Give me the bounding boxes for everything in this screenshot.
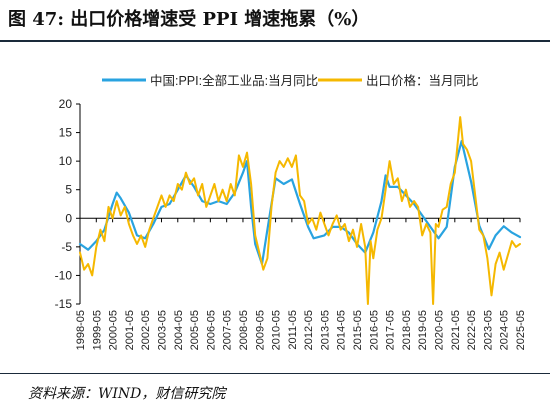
- x-tick-label: 2021-05: [450, 310, 462, 350]
- x-tick-label: 2010-05: [271, 310, 283, 350]
- x-tick-label: 2002-05: [140, 310, 152, 350]
- legend: 中国:PPI:全部工业品:当月同比 出口价格：当月同比: [102, 73, 479, 88]
- x-tick-label: 2016-05: [368, 310, 380, 350]
- figure-footer: 资料来源：WIND，财信研究院: [0, 373, 550, 410]
- x-tick-label: 2022-05: [466, 310, 478, 350]
- y-tick-label: 0: [65, 211, 72, 225]
- x-tick-label: 2000-05: [108, 310, 120, 350]
- chart-area: 中国:PPI:全部工业品:当月同比 出口价格：当月同比 -15 -10 -5 0 5 10…: [0, 42, 550, 372]
- x-tick-label: 2017-05: [385, 310, 397, 350]
- x-tick-label: 2003-05: [156, 310, 168, 350]
- x-tick-label: 2013-05: [319, 310, 331, 350]
- line-chart: 中国:PPI:全部工业品:当月同比 出口价格：当月同比 -15 -10 -5 0 5 10…: [55, 73, 527, 350]
- x-tick-label: 2007-05: [222, 310, 234, 350]
- x-tick-label: 2005-05: [189, 310, 201, 350]
- figure-title: 图 47: 出口价格增速受 PPI 增速拖累（%）: [8, 9, 370, 30]
- series-line-export-price: [79, 116, 521, 305]
- y-tick-label: 15: [59, 126, 73, 140]
- legend-label-ppi: 中国:PPI:全部工业品:当月同比: [150, 73, 318, 88]
- x-tick-label: 2015-05: [352, 310, 364, 350]
- x-tick-label: 2025-05: [515, 310, 527, 350]
- y-tick-label: -15: [55, 297, 73, 311]
- x-tick-label: 2006-05: [205, 310, 217, 350]
- x-tick-label: 2018-05: [401, 310, 413, 350]
- source-note: 资料来源：WIND，财信研究院: [28, 386, 226, 402]
- y-tick-label: -5: [61, 240, 72, 254]
- x-tick-label: 2014-05: [336, 310, 348, 350]
- axes: -15 -10 -5 0 5 10 15 20 1998-05 1999-05 2000-05 200…: [55, 97, 527, 350]
- y-tick-label: 20: [59, 97, 73, 111]
- x-tick-label: 2004-05: [173, 310, 185, 350]
- series-lines: [78, 116, 522, 305]
- x-tick-label: 2024-05: [499, 310, 511, 350]
- y-tick-label: -10: [55, 268, 73, 282]
- x-tick-label: 1998-05: [75, 310, 87, 350]
- figure-header: 图 47: 出口价格增速受 PPI 增速拖累（%）: [0, 0, 550, 42]
- x-tick-label: 2009-05: [254, 310, 266, 350]
- x-tick-label: 2011-05: [287, 310, 299, 350]
- y-tick-label: 10: [59, 154, 73, 168]
- y-tick-label: 5: [65, 183, 72, 197]
- legend-label-export-price: 出口价格：当月同比: [366, 73, 479, 88]
- x-tick-label: 1999-05: [91, 310, 103, 350]
- x-tick-label: 2008-05: [238, 310, 250, 350]
- x-tick-label: 2012-05: [303, 310, 315, 350]
- x-tick-label: 2020-05: [434, 310, 446, 350]
- x-tick-label: 2023-05: [482, 310, 494, 350]
- x-tick-label: 2001-05: [124, 310, 136, 350]
- x-tick-label: 2019-05: [417, 310, 429, 350]
